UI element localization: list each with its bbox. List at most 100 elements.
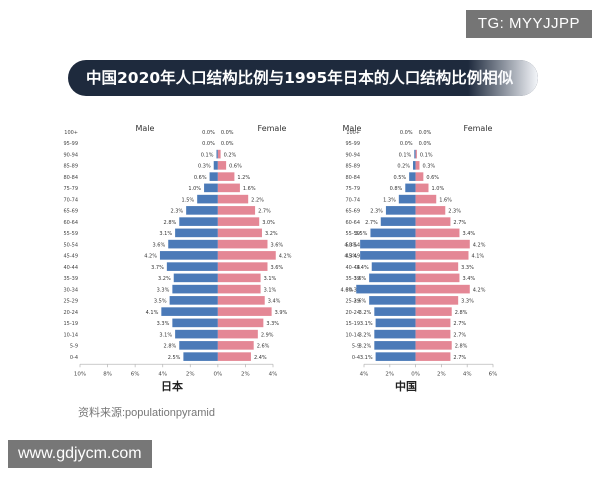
age-label: 0-4	[70, 355, 78, 361]
male-bar	[204, 183, 218, 193]
female-bar	[217, 251, 276, 260]
female-bar	[217, 172, 235, 181]
age-label: 35-39	[345, 276, 360, 282]
age-label: 75-79	[63, 186, 78, 192]
age-label: 15-19	[345, 321, 360, 327]
male-value-label: 0.0%	[400, 141, 413, 147]
male-bar	[213, 161, 218, 170]
female-value-label: 3.6%	[270, 265, 283, 271]
female-bar	[217, 273, 261, 283]
male-value-label: 0.0%	[400, 130, 413, 136]
female-bar	[415, 228, 460, 238]
age-label: 65-69	[345, 209, 360, 215]
age-label: 55-59	[63, 231, 78, 237]
age-label: 75-79	[345, 186, 360, 192]
male-value-label: 3.1%	[360, 355, 373, 361]
male-value-label: 0.3%	[198, 164, 211, 170]
x-tick-label: 4%	[463, 371, 472, 377]
male-value-label: 0.1%	[201, 152, 214, 158]
female-value-label: 4.2%	[473, 242, 486, 248]
male-bar	[172, 284, 218, 294]
female-value-label: 3.9%	[275, 310, 288, 316]
age-label: 30-34	[63, 287, 78, 293]
male-bar	[374, 329, 416, 339]
male-value-label: 3.2%	[359, 332, 372, 338]
x-tick-label: 2%	[437, 371, 446, 377]
male-value-label: 3.4%	[356, 265, 369, 271]
male-bar	[197, 194, 218, 204]
female-value-label: 2.7%	[453, 355, 466, 361]
male-value-label: 4.3%	[344, 242, 357, 248]
male-bar	[385, 206, 416, 215]
female-value-label: 0.2%	[224, 152, 237, 158]
female-value-label: 3.6%	[270, 242, 283, 248]
male-value-label: 0.6%	[194, 175, 207, 181]
age-label: 50-54	[63, 242, 78, 248]
age-label: 5-9	[70, 344, 78, 350]
female-value-label: 0.0%	[221, 141, 234, 147]
female-value-label: 3.4%	[462, 231, 475, 237]
male-bar	[375, 318, 416, 328]
female-value-label: 4.2%	[473, 287, 486, 293]
watermark-bottom: www.gdjycm.com	[8, 440, 152, 468]
male-bar	[414, 149, 416, 159]
male-bar	[360, 251, 416, 260]
male-value-label: 0.0%	[202, 141, 215, 147]
male-bar	[175, 228, 218, 238]
female-value-label: 3.3%	[461, 299, 474, 305]
male-value-label: 0.1%	[399, 152, 412, 158]
female-bar	[415, 251, 469, 260]
female-bar	[415, 262, 459, 271]
female-value-label: 2.8%	[455, 310, 468, 316]
age-label: 20-24	[345, 310, 360, 316]
male-value-label: 2.3%	[170, 209, 183, 215]
x-tick-label: 4%	[360, 371, 369, 377]
female-bar	[415, 183, 429, 193]
female-bar	[415, 239, 470, 249]
age-label: 95-99	[345, 141, 360, 147]
female-value-label: 2.7%	[453, 321, 466, 327]
x-tick-label: 8%	[103, 371, 112, 377]
male-bar	[169, 296, 218, 305]
watermark-top: TG: MYYJJPP	[465, 10, 592, 38]
female-value-label: 2.8%	[455, 344, 468, 350]
age-label: 55-59	[345, 231, 360, 237]
age-label: 10-14	[63, 332, 78, 338]
male-value-label: 3.1%	[360, 321, 373, 327]
male-bar	[216, 149, 218, 159]
age-label: 80-84	[63, 175, 78, 181]
female-value-label: 4.2%	[279, 254, 292, 260]
male-value-label: 0.2%	[397, 164, 410, 170]
age-label: 80-84	[345, 175, 360, 181]
female-value-label: 2.9%	[261, 332, 274, 338]
female-bar	[415, 329, 451, 339]
female-bar	[217, 307, 272, 316]
female-value-label: 0.0%	[221, 130, 234, 136]
page-title: 中国2020年人口结构比例与1995年日本的人口结构比例相似	[86, 69, 514, 87]
x-tick-label: 6%	[489, 371, 498, 377]
female-bar	[217, 341, 254, 350]
male-value-label: 3.7%	[151, 265, 164, 271]
female-value-label: 3.3%	[461, 265, 474, 271]
female-bar	[217, 296, 265, 305]
male-value-label: 2.8%	[164, 344, 177, 350]
age-label: 40-44	[345, 265, 360, 271]
age-label: 45-49	[345, 254, 360, 260]
male-value-label: 1.3%	[383, 197, 396, 203]
male-value-label: 4.2%	[144, 254, 157, 260]
female-value-label: 2.3%	[448, 209, 461, 215]
age-label: 90-94	[63, 152, 78, 158]
female-bar	[217, 149, 221, 159]
female-bar	[415, 194, 437, 204]
female-value-label: 1.6%	[439, 197, 452, 203]
female-bar	[217, 329, 258, 339]
male-bar	[369, 296, 416, 305]
age-label: 85-89	[345, 164, 360, 170]
female-bar	[415, 149, 417, 159]
male-bar	[375, 352, 416, 361]
female-bar	[217, 262, 268, 271]
female-value-label: 2.2%	[251, 197, 264, 203]
male-value-label: 3.2%	[359, 310, 372, 316]
